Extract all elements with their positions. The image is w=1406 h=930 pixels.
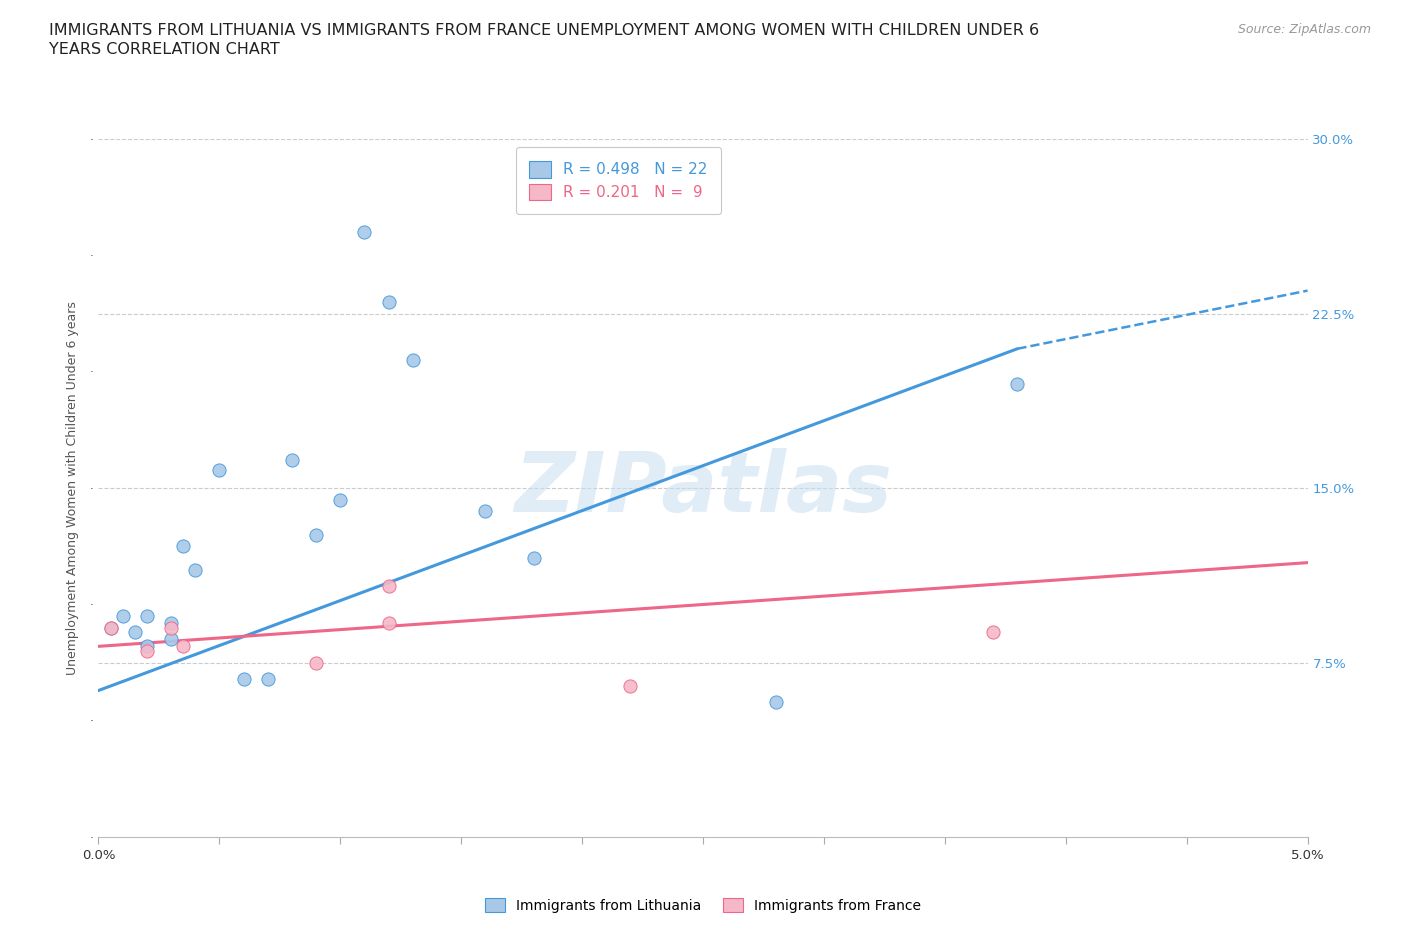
Point	[981, 625, 1004, 640]
Point	[765, 695, 787, 710]
Text: Source: ZipAtlas.com: Source: ZipAtlas.com	[1237, 23, 1371, 36]
Point	[281, 453, 304, 468]
Point	[135, 639, 157, 654]
Point	[377, 616, 399, 631]
Point	[100, 620, 122, 635]
Point	[523, 551, 546, 565]
Point	[100, 620, 122, 635]
Point	[305, 656, 328, 671]
Point	[160, 620, 183, 635]
Point	[160, 632, 183, 647]
Point	[256, 671, 278, 686]
Y-axis label: Unemployment Among Women with Children Under 6 years: Unemployment Among Women with Children U…	[66, 301, 79, 675]
Point	[305, 527, 328, 542]
Point	[377, 295, 399, 310]
Point	[232, 671, 254, 686]
Point	[135, 644, 157, 658]
Text: IMMIGRANTS FROM LITHUANIA VS IMMIGRANTS FROM FRANCE UNEMPLOYMENT AMONG WOMEN WIT: IMMIGRANTS FROM LITHUANIA VS IMMIGRANTS …	[49, 23, 1039, 38]
Point	[172, 539, 194, 554]
Point	[402, 353, 425, 368]
Point	[474, 504, 496, 519]
Point	[135, 609, 157, 624]
Point	[377, 578, 399, 593]
Point	[172, 639, 194, 654]
Legend: R = 0.498   N = 22, R = 0.201   N =  9: R = 0.498 N = 22, R = 0.201 N = 9	[516, 147, 721, 214]
Point	[1007, 376, 1029, 391]
Point	[208, 462, 231, 477]
Text: ZIPatlas: ZIPatlas	[515, 447, 891, 529]
Legend: Immigrants from Lithuania, Immigrants from France: Immigrants from Lithuania, Immigrants fr…	[479, 893, 927, 919]
Text: YEARS CORRELATION CHART: YEARS CORRELATION CHART	[49, 42, 280, 57]
Point	[184, 562, 207, 577]
Point	[160, 616, 183, 631]
Point	[111, 609, 134, 624]
Point	[329, 493, 352, 508]
Point	[619, 679, 641, 694]
Point	[353, 225, 375, 240]
Point	[124, 625, 146, 640]
